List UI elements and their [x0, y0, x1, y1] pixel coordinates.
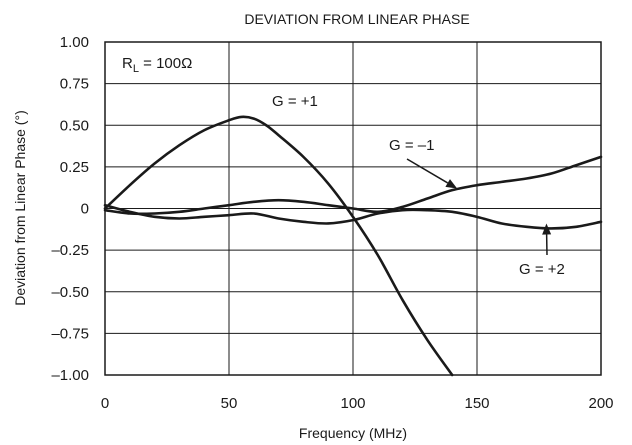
condition-label: RL = 100Ω — [112, 50, 216, 78]
condition-label-main: R — [122, 55, 133, 72]
y-tick-label: 0.50 — [60, 117, 89, 134]
y-tick-label: 1.00 — [60, 34, 89, 51]
y-tick-label: 0.25 — [60, 159, 89, 176]
series-line-g-plus2 — [103, 203, 603, 230]
x-tick-label: 150 — [464, 395, 489, 412]
tick-labels: 0 50 100 150 200 1.00 0.75 0.50 0.25 0 –0.25 –0.50 –… — [51, 34, 613, 412]
x-tick-label: 100 — [340, 395, 365, 412]
y-tick-label: –1.00 — [51, 367, 89, 384]
annotation-arrow-g-minus1 — [406, 158, 449, 184]
y-tick-label: 0 — [81, 201, 89, 218]
condition-label-value: = 100Ω — [139, 55, 192, 72]
y-tick-label: –0.50 — [51, 284, 89, 301]
annotation-g-plus-1: G = +1 — [272, 93, 318, 110]
y-axis-label: Deviation from Linear Phase (°) — [12, 110, 28, 305]
condition-label-background — [112, 50, 216, 78]
x-tick-label: 0 — [101, 395, 109, 412]
y-tick-label: –0.75 — [51, 325, 89, 342]
y-tick-label: –0.25 — [51, 242, 89, 259]
x-axis-label: Frequency (MHz) — [299, 425, 407, 441]
grid-lines — [105, 42, 601, 375]
y-tick-label: 0.75 — [60, 76, 89, 93]
chart-title: DEVIATION FROM LINEAR PHASE — [244, 11, 469, 27]
series-line-g-plus1 — [103, 115, 454, 377]
condition-label-text: RL = 100Ω — [122, 55, 192, 75]
x-tick-label: 200 — [588, 395, 613, 412]
annotation-g-plus-2: G = +2 — [519, 261, 565, 278]
series-line-g-minus1 — [103, 155, 603, 216]
data-series — [103, 115, 603, 377]
x-tick-label: 50 — [221, 395, 238, 412]
condition-label-subscript: L — [133, 63, 139, 75]
annotation-arrowhead-g-minus1 — [445, 179, 458, 189]
annotation-arrowhead-g-plus2 — [542, 223, 552, 235]
annotation-g-minus-1: G = –1 — [389, 137, 434, 154]
annotation-arrows — [406, 158, 552, 256]
